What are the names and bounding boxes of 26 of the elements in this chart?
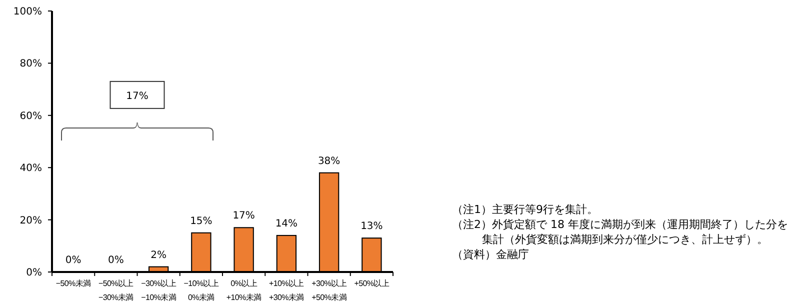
data-label: 13%	[360, 221, 383, 232]
y-tick-label: 60%	[20, 110, 42, 122]
x-tick-label: −50%未満	[56, 279, 92, 288]
x-tick-label: −30%以上 −10%未満	[141, 279, 176, 302]
x-tick-label: +30%以上 +50%未満	[312, 279, 347, 302]
y-tick-label: 100%	[13, 6, 42, 18]
y-tick-label: 20%	[20, 215, 42, 226]
x-tick-label: −50%以上 −30%未満	[98, 279, 134, 302]
y-tick-label: 40%	[20, 163, 42, 174]
annotation: 17%	[126, 90, 148, 102]
y-tick-label: 80%	[20, 58, 42, 70]
data-label: 0%	[65, 255, 82, 266]
x-tick-label: −10%以上 0%未満	[184, 279, 219, 302]
data-label: 38%	[318, 156, 340, 167]
x-tick-label: +10%以上 +30%未満	[268, 279, 304, 302]
text: （注2）外貨定額で 18 年度に満期が到来（運用期間終了）した分を集計（外貨変額は満期到来分が僅少につき、計上せず）。	[452, 218, 788, 246]
data-label: 2%	[150, 250, 166, 261]
data-label: 15%	[190, 216, 212, 227]
x-tick-label: 0%以上 +10%未満	[226, 279, 262, 302]
data-label: 14%	[275, 218, 298, 230]
x-tick-label: +50%以上	[354, 279, 390, 288]
data-label: 17%	[232, 210, 255, 222]
y-tick-label: 0%	[26, 268, 42, 278]
text: （注1）主要行等9行を集計。	[452, 203, 598, 216]
text: （資料）金融庁	[452, 248, 529, 261]
data-label: 0%	[108, 255, 124, 266]
